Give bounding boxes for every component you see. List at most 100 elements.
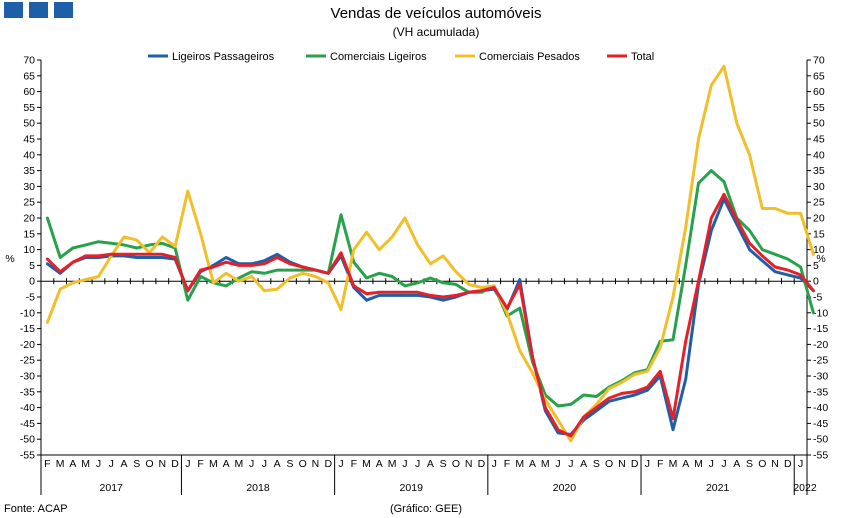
series-line [45,197,815,436]
y-tick-label-left: 50 [23,118,35,130]
x-month-label: S [746,458,753,470]
x-month-label: J [721,458,726,470]
x-month-label: A [120,458,127,470]
y-tick-label-right: 70 [813,55,825,67]
x-month-label: N [312,458,320,470]
y-tick-label-right: -40 [813,402,828,414]
y-tick-label-right: -50 [813,434,828,446]
y-tick-label-left: -40 [20,402,35,414]
y-tick-label-left: 35 [23,165,35,177]
y-axis-label-left: % [5,253,14,265]
x-month-label: S [440,458,447,470]
y-tick-label-left: -15 [20,323,35,335]
y-tick-label-right: -30 [813,371,828,383]
y-tick-label-left: -55 [20,450,35,462]
x-month-label: O [605,458,613,470]
x-month-label: A [580,458,587,470]
y-axis-label-right: % [816,253,825,265]
x-month-label: J [568,458,573,470]
x-month-label: M [56,458,65,470]
x-month-label: A [223,458,230,470]
logo [4,2,73,18]
y-tick-label-left: 20 [23,213,35,225]
x-year-label: 2019 [400,482,424,494]
y-tick-label-left: -25 [20,355,35,367]
legend-label: Ligeiros Passageiros [172,51,275,63]
y-tick-label-right: -15 [813,323,828,335]
y-tick-label-left: -5 [26,292,35,304]
x-month-label: D [631,458,639,470]
x-month-label: F [351,458,357,470]
x-month-label: F [44,458,50,470]
y-tick-label-right: -10 [813,307,828,319]
y-tick-label-left: 55 [23,102,35,114]
x-month-label: D [784,458,792,470]
x-month-label: J [249,458,254,470]
footer-source: Fonte: ACAP [4,503,68,515]
x-month-label: M [694,458,703,470]
x-month-label: J [798,458,803,470]
x-month-label: J [402,458,407,470]
x-month-label: M [541,458,550,470]
y-tick-label-right: 60 [813,86,825,98]
x-month-label: S [286,458,293,470]
y-tick-label-left: -35 [20,386,35,398]
y-tick-label-left: 25 [23,197,35,209]
x-month-label: J [338,458,343,470]
x-month-label: M [362,458,371,470]
y-tick-label-right: -20 [813,339,828,351]
x-month-label: J [555,458,560,470]
y-tick-label-right: 40 [813,149,825,161]
y-tick-label-left: -50 [20,434,35,446]
y-tick-label-right: 35 [813,165,825,177]
x-month-label: O [145,458,153,470]
x-month-label: O [452,458,460,470]
x-month-label: O [299,458,307,470]
y-tick-label-left: 40 [23,149,35,161]
y-tick-label-right: 65 [813,70,825,82]
legend-label: Comerciais Ligeiros [330,51,427,63]
y-tick-label-right: 15 [813,228,825,240]
series-line [45,192,815,438]
x-month-label: A [733,458,740,470]
logo-square [4,2,23,18]
y-tick-label-left: 10 [23,244,35,256]
x-month-label: O [758,458,766,470]
x-month-label: J [645,458,650,470]
x-month-label: M [388,458,397,470]
x-month-label: N [465,458,473,470]
y-tick-label-left: -45 [20,418,35,430]
y-tick-label-left: -30 [20,371,35,383]
axes: -55 -55-50 -50-45 -45-40 -40-35 -35-30 -30-25-… [20,55,828,495]
x-month-label: J [109,458,114,470]
x-month-label: J [709,458,714,470]
x-month-label: J [96,458,101,470]
logo-square [29,2,48,18]
y-tick-label-right: 55 [813,102,825,114]
x-month-label: A [274,458,281,470]
x-month-label: S [133,458,140,470]
x-month-label: D [324,458,332,470]
y-tick-label-right: 0 [813,276,819,288]
x-month-label: M [669,458,678,470]
x-year-label: 2018 [246,482,270,494]
chart-title: Vendas de veículos automóveis [331,5,542,22]
y-tick-label-right: 5 [813,260,819,272]
x-year-label: 2017 [100,482,124,494]
y-tick-label-right: -35 [813,386,828,398]
x-month-label: M [515,458,524,470]
x-month-label: J [185,458,190,470]
y-tick-label-left: -20 [20,339,35,351]
legend-label: Total [631,51,654,63]
y-tick-label-left: 15 [23,228,35,240]
y-tick-label-right: 20 [813,213,825,225]
y-tick-label-right: 45 [813,134,825,146]
x-month-label: A [376,458,383,470]
y-tick-label-right: -45 [813,418,828,430]
x-month-label: M [209,458,218,470]
x-month-label: F [504,458,510,470]
footer-credit: (Gráfico: GEE) [390,503,462,515]
y-tick-label-right: -55 [813,450,828,462]
x-month-label: M [235,458,244,470]
x-year-label: 2021 [706,482,730,494]
